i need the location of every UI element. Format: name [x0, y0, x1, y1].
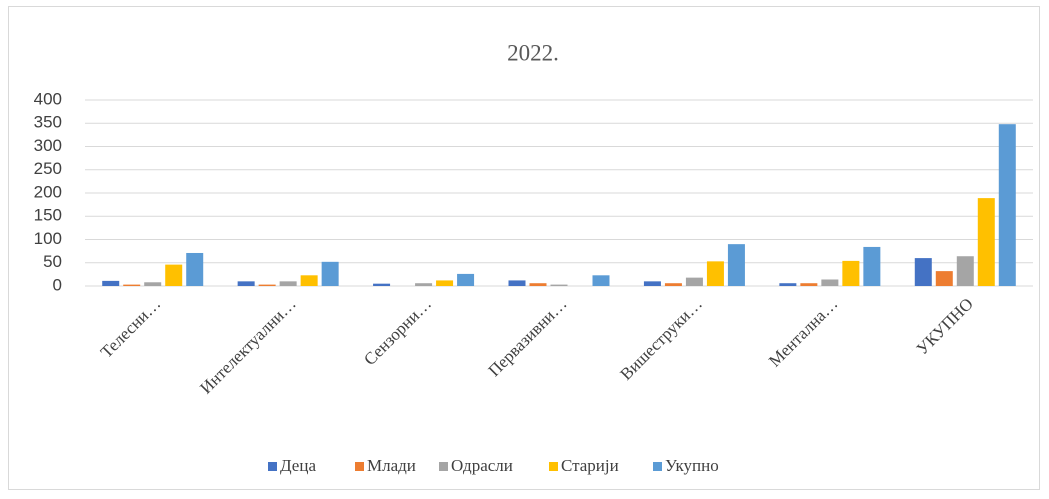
bar — [321, 261, 339, 286]
y-tick-label: 400 — [34, 89, 62, 108]
y-tick-label: 50 — [43, 252, 62, 271]
bar — [956, 256, 974, 286]
chart-title: 2022. — [507, 40, 559, 65]
bar — [300, 275, 318, 286]
bar — [706, 261, 724, 286]
bar — [123, 284, 141, 286]
legend-swatch — [549, 462, 558, 471]
bar — [935, 271, 953, 286]
bar — [508, 280, 526, 286]
bar — [165, 264, 183, 286]
bar — [258, 284, 276, 286]
legend-swatch — [268, 462, 277, 471]
bar — [800, 283, 818, 286]
bar — [643, 281, 661, 286]
bar — [529, 283, 547, 286]
bar — [186, 252, 204, 286]
bar — [727, 244, 745, 286]
bar — [592, 275, 610, 286]
y-tick-label: 300 — [34, 136, 62, 155]
y-tick-label: 350 — [34, 113, 62, 132]
legend-label: Деца — [280, 456, 316, 475]
legend-swatch — [355, 462, 364, 471]
bar — [685, 277, 703, 286]
y-tick-label: 100 — [34, 229, 62, 248]
bar — [279, 281, 297, 286]
legend-label: Одрасли — [451, 456, 513, 475]
bar — [144, 282, 162, 286]
bar — [863, 246, 881, 286]
bar — [457, 273, 475, 286]
y-tick-label: 200 — [34, 182, 62, 201]
bar — [373, 283, 391, 286]
bar — [664, 283, 682, 286]
bar — [415, 283, 433, 286]
y-tick-label: 0 — [53, 275, 62, 294]
bar — [821, 279, 839, 286]
legend-label: Старији — [561, 456, 619, 475]
y-tick-label: 250 — [34, 159, 62, 178]
bar — [779, 283, 797, 286]
bar — [842, 260, 860, 286]
bar — [436, 280, 454, 286]
legend-swatch — [653, 462, 662, 471]
legend-label: Укупно — [665, 456, 719, 475]
bar — [977, 198, 995, 286]
bar — [998, 124, 1016, 287]
bar — [237, 281, 255, 286]
chart-border — [8, 6, 1040, 490]
bar — [550, 284, 568, 286]
bar — [914, 258, 932, 286]
legend-label: Млади — [367, 456, 416, 475]
y-tick-label: 150 — [34, 206, 62, 225]
bar — [102, 280, 120, 286]
legend-swatch — [439, 462, 448, 471]
